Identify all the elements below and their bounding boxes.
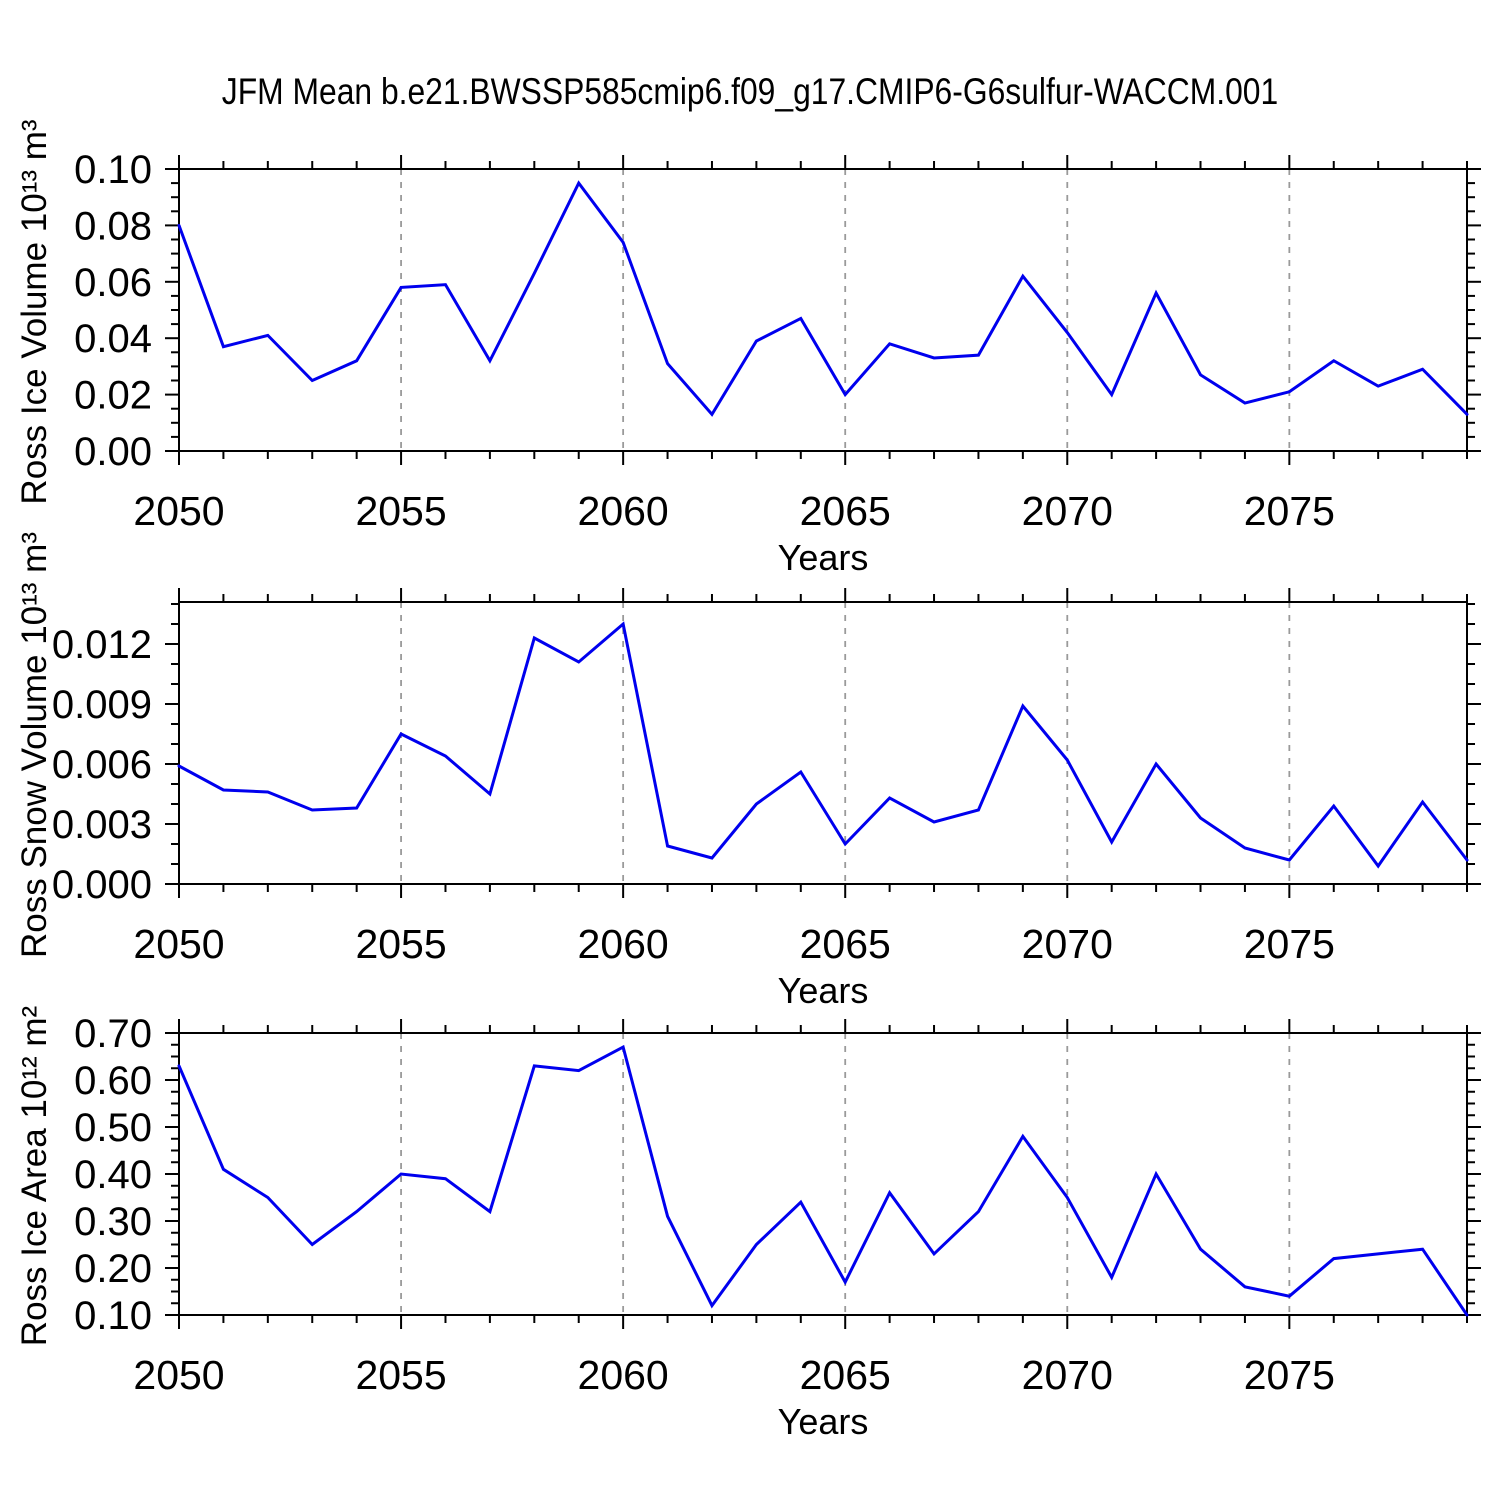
x-tick-label: 2070 <box>1022 1352 1113 1398</box>
x-tick-label: 2050 <box>133 488 224 534</box>
y-tick-label: 0.08 <box>74 204 152 248</box>
data-line <box>177 180 1469 417</box>
x-tick-label: 2060 <box>578 921 669 967</box>
y-tick-label: 0.70 <box>74 1012 152 1056</box>
y-tick-label: 0.30 <box>74 1200 152 1244</box>
plot-box <box>178 168 1468 452</box>
y-tick-label: 0.012 <box>52 623 152 667</box>
plot-box <box>178 1032 1468 1316</box>
x-tick-label: 2060 <box>578 1352 669 1398</box>
figure-title: JFM Mean b.e21.BWSSP585cmip6.f09_g17.CMI… <box>221 71 1279 112</box>
data-line <box>177 1044 1469 1317</box>
y-tick-label: 0.50 <box>74 1106 152 1150</box>
x-tick-label: 2070 <box>1022 488 1113 534</box>
y-tick-label: 0.10 <box>74 148 152 192</box>
y-tick-label: 0.02 <box>74 374 152 418</box>
x-axis-title-ice-volume: Years <box>777 537 869 578</box>
x-axis-title-snow-volume: Years <box>777 970 869 1011</box>
plot-box <box>178 601 1468 885</box>
y-tick-label: 0.00 <box>74 430 152 474</box>
x-tick-label: 2050 <box>133 1352 224 1398</box>
x-tick-label: 2055 <box>355 1352 446 1398</box>
y-tick-label: 0.60 <box>74 1059 152 1103</box>
x-tick-label: 2065 <box>800 488 891 534</box>
y-tick-label: 0.006 <box>52 743 152 787</box>
x-tick-label: 2075 <box>1244 921 1335 967</box>
x-tick-label: 2050 <box>133 921 224 967</box>
x-tick-label: 2075 <box>1244 488 1335 534</box>
x-tick-label: 2060 <box>578 488 669 534</box>
x-tick-label: 2070 <box>1022 921 1113 967</box>
y-tick-label: 0.20 <box>74 1247 152 1291</box>
x-tick-label: 2075 <box>1244 1352 1335 1398</box>
y-tick-label: 0.40 <box>74 1153 152 1197</box>
data-line <box>177 621 1469 869</box>
x-tick-label: 2065 <box>800 921 891 967</box>
x-tick-label: 2055 <box>355 488 446 534</box>
y-tick-label: 0.06 <box>74 261 152 305</box>
y-tick-label: 0.000 <box>52 863 152 907</box>
x-tick-label: 2065 <box>800 1352 891 1398</box>
y-tick-label: 0.003 <box>52 803 152 847</box>
y-tick-label: 0.009 <box>52 683 152 727</box>
y-tick-label: 0.04 <box>74 317 152 361</box>
x-tick-label: 2055 <box>355 921 446 967</box>
y-tick-label: 0.10 <box>74 1294 152 1338</box>
x-axis-title-ice-area: Years <box>777 1401 869 1442</box>
